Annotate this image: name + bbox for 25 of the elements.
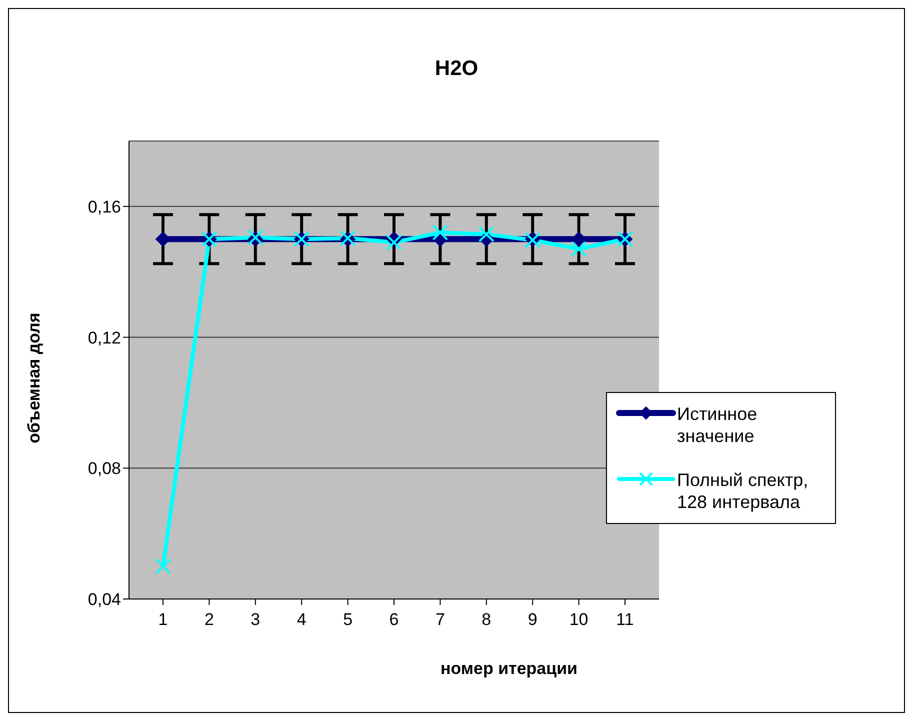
x-tick-label: 1 [158,610,168,630]
x-tick-label: 10 [569,610,588,630]
y-tick-label: 0,16 [88,197,121,216]
x-tick-label: 6 [389,610,399,630]
x-tick-label: 3 [250,610,260,630]
point [155,558,171,574]
chart-title: H2O [434,57,480,81]
y-axis-title: объемная доля [24,312,44,444]
y-tick-label: 0,08 [88,459,121,478]
point [432,224,448,241]
y-tick-label: 0,04 [88,590,121,610]
x-tick-label: 4 [296,610,306,630]
legend-label: Полный спектр, 128 интервала [677,469,810,513]
x-tick-label: 11 [616,610,634,630]
point [570,240,587,257]
x-tick-label: 7 [435,610,445,630]
x-tick-label: 8 [482,610,492,630]
legend-label: Истинное значение [677,403,758,447]
point [478,226,494,242]
x-tick-label: 9 [528,610,538,630]
point [386,234,402,250]
x-tick-label: 5 [343,610,353,630]
y-tick-label: 0,12 [88,328,121,348]
x-axis-title: номер итерации [440,659,578,679]
x-tick-label: 2 [204,610,214,630]
